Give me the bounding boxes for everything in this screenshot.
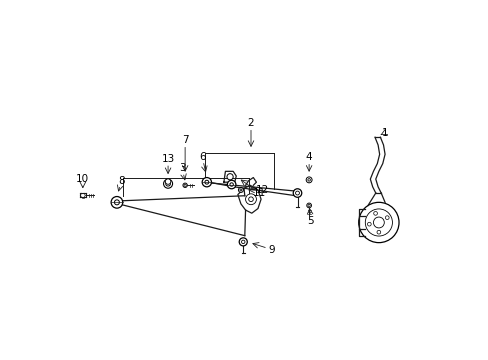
Circle shape (202, 177, 211, 187)
Circle shape (295, 191, 299, 195)
Circle shape (241, 240, 244, 244)
Text: 10: 10 (76, 174, 89, 184)
Circle shape (163, 179, 172, 188)
Text: 13: 13 (161, 154, 174, 164)
Circle shape (305, 177, 311, 183)
Circle shape (165, 181, 170, 186)
Circle shape (227, 180, 235, 189)
Circle shape (226, 174, 233, 180)
Circle shape (165, 179, 170, 184)
Circle shape (366, 222, 370, 226)
Circle shape (245, 194, 256, 205)
Text: 3: 3 (178, 163, 185, 173)
Circle shape (239, 238, 247, 246)
Text: 6: 6 (199, 152, 205, 162)
Text: 8: 8 (118, 176, 124, 186)
Circle shape (306, 203, 311, 208)
Circle shape (385, 216, 388, 220)
Text: 4: 4 (305, 152, 312, 162)
Circle shape (365, 209, 392, 236)
Circle shape (248, 197, 253, 202)
Circle shape (183, 183, 187, 188)
Text: 11: 11 (252, 188, 265, 198)
Text: 7: 7 (182, 135, 188, 145)
Text: 5: 5 (307, 216, 313, 226)
Circle shape (373, 212, 377, 215)
Circle shape (358, 202, 398, 243)
Text: 9: 9 (268, 244, 275, 255)
Circle shape (293, 189, 301, 197)
Circle shape (376, 230, 380, 234)
Circle shape (373, 217, 384, 228)
Circle shape (238, 188, 243, 192)
Circle shape (111, 197, 122, 208)
Text: 12: 12 (256, 185, 269, 195)
Text: 2: 2 (247, 118, 254, 128)
Text: 1: 1 (381, 127, 387, 138)
